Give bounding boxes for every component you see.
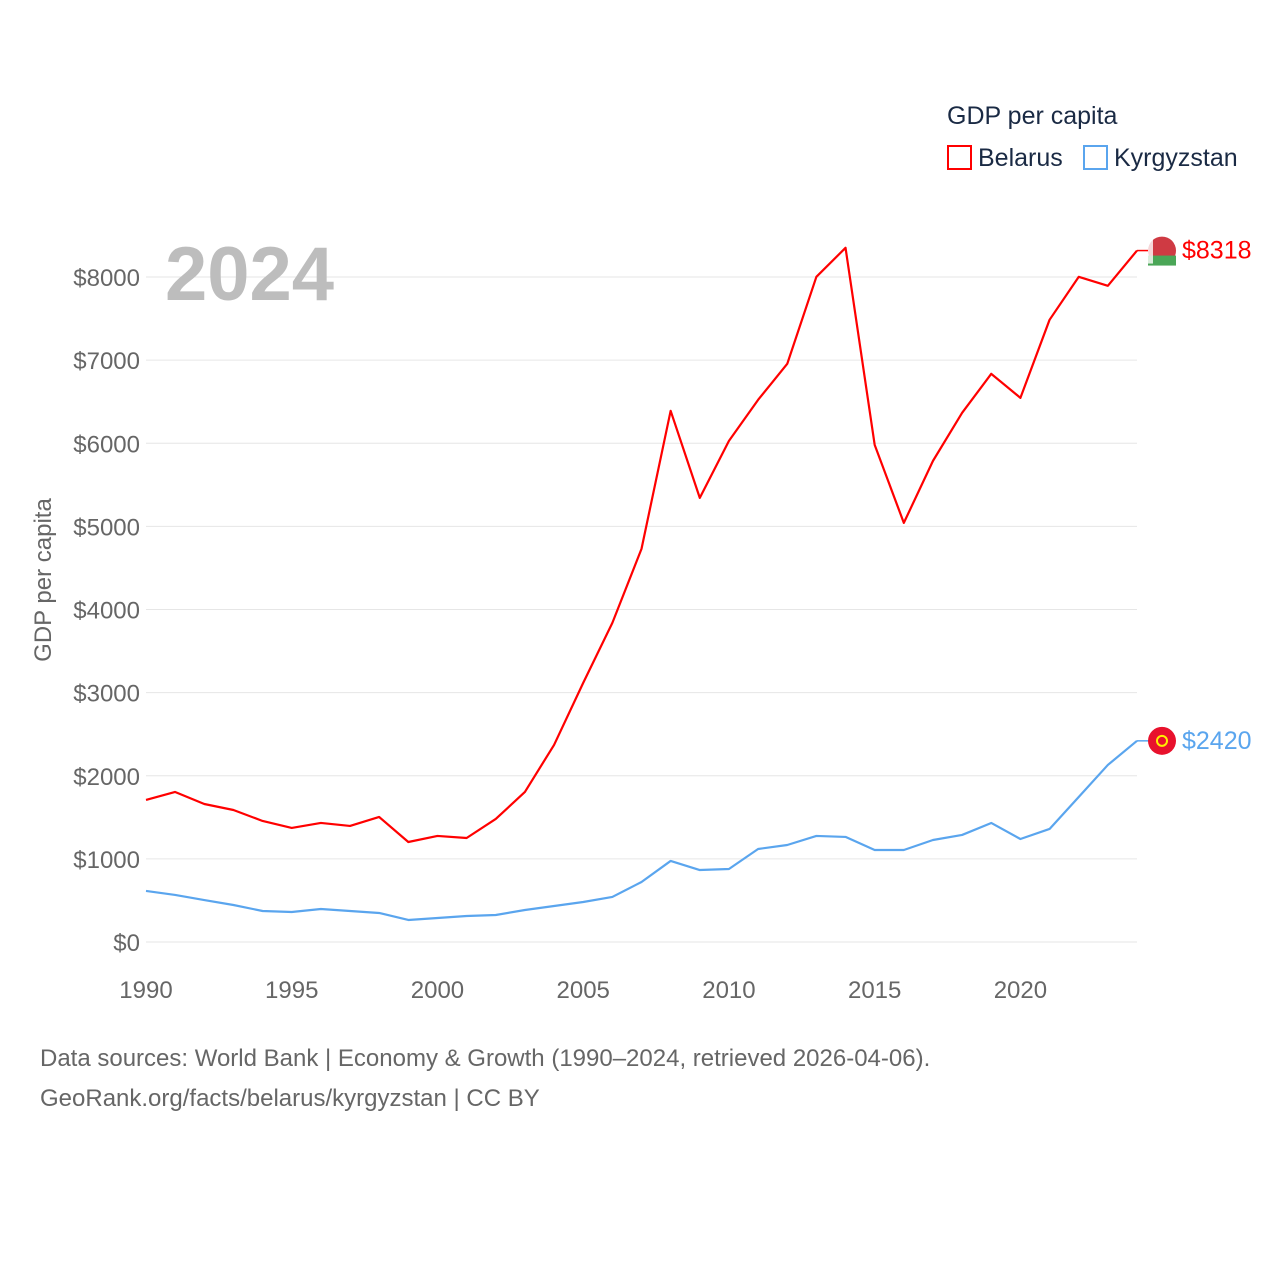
legend-swatch-kyrgyzstan <box>1083 145 1108 170</box>
legend-label-belarus: Belarus <box>978 144 1063 172</box>
belarus-flag-green-band <box>1148 255 1176 266</box>
y-tick-label: $8000 <box>73 265 140 292</box>
series-line-belarus <box>145 246 1138 844</box>
y-tick-label: $5000 <box>73 514 140 541</box>
legend-label-kyrgyzstan: Kyrgyzstan <box>1114 144 1238 172</box>
y-tick-label: $1000 <box>73 847 140 874</box>
x-tick-label: 2015 <box>848 977 901 1004</box>
end-value-label: $2420 <box>1182 727 1252 755</box>
y-tick-label: $0 <box>113 930 140 957</box>
legend-item-kyrgyzstan[interactable]: Kyrgyzstan <box>1083 144 1238 172</box>
belarus-flag-ornament <box>1148 237 1153 264</box>
x-tick-label: 2000 <box>411 977 464 1004</box>
footer-attribution[interactable]: GeoRank.org/facts/belarus/kyrgyzstan | C… <box>40 1085 540 1112</box>
x-tick-label: 1990 <box>119 977 172 1004</box>
series-line-kyrgyzstan <box>145 739 1138 922</box>
footer-sources: Data sources: World Bank | Economy & Gro… <box>40 1045 931 1072</box>
y-tick-label: $2000 <box>73 764 140 791</box>
y-tick-label: $3000 <box>73 681 140 708</box>
y-tick-label: $4000 <box>73 598 140 625</box>
y-tick-label: $7000 <box>73 348 140 375</box>
legend-swatch-belarus <box>947 145 972 170</box>
x-tick-label: 2010 <box>702 977 755 1004</box>
x-tick-label: 2005 <box>557 977 610 1004</box>
end-value-label: $8318 <box>1182 237 1252 265</box>
kyrgyzstan-flag-icon <box>1148 726 1176 755</box>
y-axis-label: GDP per capita <box>30 498 57 662</box>
x-tick-label: 2020 <box>994 977 1047 1004</box>
legend-title: GDP per capita <box>947 102 1118 130</box>
y-tick-label: $6000 <box>73 431 140 458</box>
x-tick-label: 1995 <box>265 977 318 1004</box>
year-watermark: 2024 <box>165 232 334 317</box>
legend-item-belarus[interactable]: Belarus <box>947 144 1063 172</box>
kyrgyzstan-flag-sun <box>1156 734 1168 747</box>
